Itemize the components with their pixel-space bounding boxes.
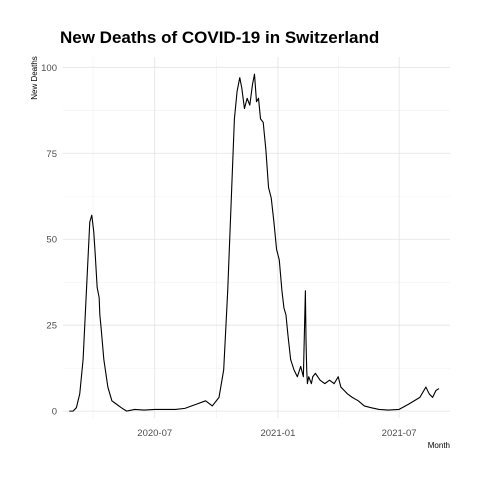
x-tick-label: 2021-07	[382, 428, 417, 439]
y-tick-label: 50	[46, 235, 57, 246]
chart-title: New Deaths of COVID-19 in Switzerland	[60, 28, 379, 47]
x-tick-label: 2021-01	[260, 428, 295, 439]
y-axis-title: New Deaths	[30, 56, 39, 100]
y-tick-label: 25	[46, 321, 57, 332]
y-tick-label: 75	[46, 149, 57, 160]
x-tick-labels: 2020-07 2021-01 2021-07	[137, 428, 416, 439]
grid	[63, 57, 450, 418]
new-deaths-line	[69, 73, 440, 412]
x-tick-label: 2020-07	[137, 428, 172, 439]
y-tick-label: 0	[52, 407, 57, 418]
x-axis-title: Month	[428, 441, 450, 450]
y-tick-label: 100	[41, 63, 57, 74]
y-tick-labels: 0 25 50 75 100	[41, 63, 57, 418]
